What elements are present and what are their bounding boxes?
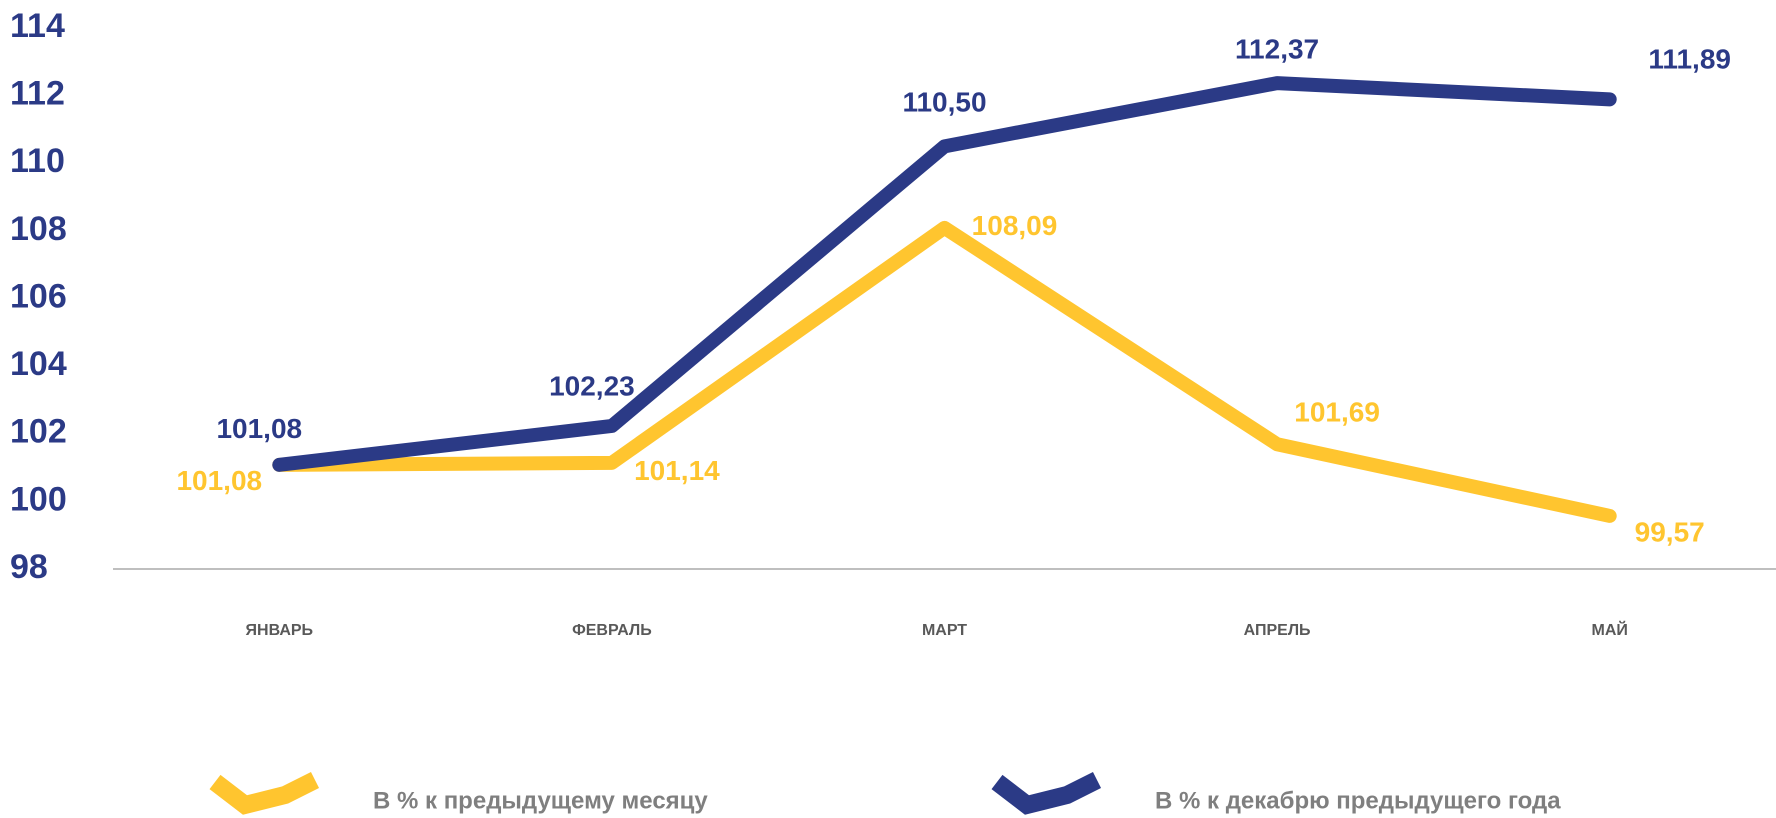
x-tick-label: МАЙ	[1592, 620, 1628, 639]
y-tick-label: 106	[10, 277, 67, 315]
data-label: 110,50	[902, 87, 986, 118]
data-label: 111,89	[1648, 44, 1731, 75]
series-line	[272, 220, 1617, 523]
data-label: 99,57	[1635, 516, 1705, 547]
y-tick-label: 104	[10, 345, 67, 383]
data-label: 108,09	[972, 210, 1058, 241]
y-tick-label: 110	[10, 142, 65, 180]
data-label: 101,14	[634, 455, 720, 486]
y-tick-label: 102	[10, 413, 67, 451]
x-tick-label: ФЕВРАЛЬ	[572, 622, 652, 639]
legend-label: В % к декабрю предыдущего года	[1155, 787, 1561, 814]
x-tick-label: АПРЕЛЬ	[1244, 622, 1311, 639]
data-label: 101,08	[216, 413, 302, 444]
x-tick-label: МАРТ	[922, 622, 967, 639]
data-label: 101,08	[176, 465, 262, 496]
legend-icon	[209, 771, 320, 815]
y-tick-label: 98	[10, 548, 48, 586]
data-label: 101,69	[1294, 397, 1380, 428]
y-tick-label: 100	[10, 480, 67, 518]
legend-icon	[991, 771, 1102, 815]
y-tick-label: 112	[10, 75, 65, 113]
x-tick-label: ЯНВАРЬ	[246, 622, 314, 639]
legend-label: В % к предыдущему месяцу	[373, 787, 708, 814]
series-line	[272, 76, 1617, 472]
y-tick-label: 114	[10, 7, 65, 45]
data-label: 112,37	[1235, 34, 1319, 65]
data-label: 102,23	[549, 370, 635, 401]
y-tick-label: 108	[10, 210, 67, 248]
